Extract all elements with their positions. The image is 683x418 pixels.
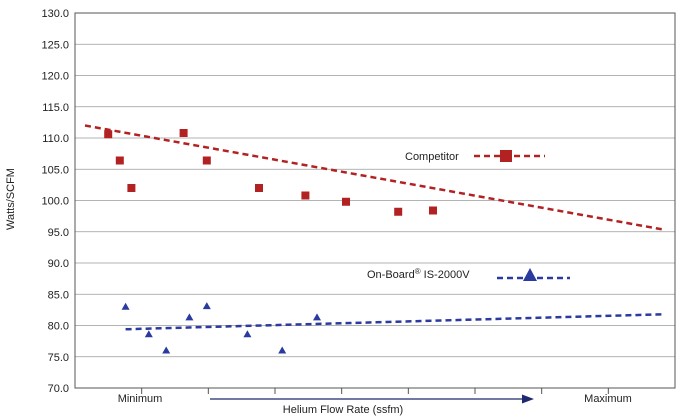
y-tick-label: 110.0	[42, 133, 69, 145]
y-axis-label: Watts/SCFM	[5, 168, 17, 230]
y-tick-label: 115.0	[42, 102, 69, 114]
legend-marker-competitor	[500, 150, 512, 162]
legend-label-onboard-suffix: IS-2000V	[421, 269, 471, 281]
legend: Competitor On-Board® IS-2000V	[367, 150, 570, 281]
y-tick-label: 125.0	[41, 39, 69, 51]
data-point-triangle	[121, 302, 130, 310]
data-point-triangle	[243, 330, 252, 338]
data-point-triangle	[313, 313, 321, 321]
y-tick-label: 120.0	[41, 71, 69, 83]
data-point-square	[202, 156, 211, 165]
data-point-triangle	[202, 302, 211, 310]
y-axis-ticks: 70.0 75.0 80.0 85.0 90.0 95.0 100.0 105.0 110.0 1…	[41, 8, 69, 395]
data-point-triangle	[162, 346, 171, 354]
x-axis-arrow	[210, 394, 534, 404]
legend-label-competitor: Competitor	[405, 151, 459, 163]
y-tick-label: 100.0	[41, 196, 69, 208]
data-point-square	[301, 191, 310, 200]
data-point-triangle	[185, 313, 194, 321]
data-point-square	[127, 184, 136, 192]
data-point-square	[104, 130, 113, 139]
data-point-square	[179, 129, 188, 137]
y-tick-label: 130.0	[41, 8, 69, 20]
legend-label-onboard-reg: ®	[415, 267, 421, 276]
legend-label-onboard-prefix: On-Board	[367, 269, 415, 281]
x-axis-arrow-head	[522, 394, 534, 404]
y-tick-label: 80.0	[48, 321, 69, 333]
y-tick-label: 95.0	[48, 227, 69, 239]
trendline-series-0	[84, 124, 666, 232]
x-tick-label-minimum: Minimum	[118, 393, 163, 405]
data-point-square	[255, 184, 263, 192]
data-point-square	[342, 197, 350, 206]
x-axis-ticks	[141, 388, 609, 394]
legend-item-competitor: Competitor	[405, 150, 545, 163]
x-tick-label-maximum: Maximum	[584, 393, 632, 405]
y-tick-label: 105.0	[41, 164, 69, 176]
data-point-square	[394, 207, 403, 216]
y-tick-label: 90.0	[48, 258, 69, 270]
plot-frame	[74, 12, 676, 389]
legend-item-onboard: On-Board® IS-2000V	[367, 267, 570, 281]
y-tick-label: 85.0	[48, 289, 69, 301]
data-points	[104, 129, 437, 354]
trend-lines	[84, 124, 666, 331]
y-tick-label: 75.0	[48, 352, 69, 364]
data-point-square	[115, 156, 124, 165]
data-point-triangle	[278, 346, 287, 354]
legend-marker-onboard	[523, 268, 537, 281]
y-tick-label: 70.0	[48, 383, 69, 395]
data-point-triangle	[144, 330, 153, 338]
x-axis-label: Helium Flow Rate (ssfm)	[283, 404, 403, 416]
legend-label-onboard: On-Board® IS-2000V	[367, 267, 470, 281]
data-point-square	[429, 206, 437, 215]
